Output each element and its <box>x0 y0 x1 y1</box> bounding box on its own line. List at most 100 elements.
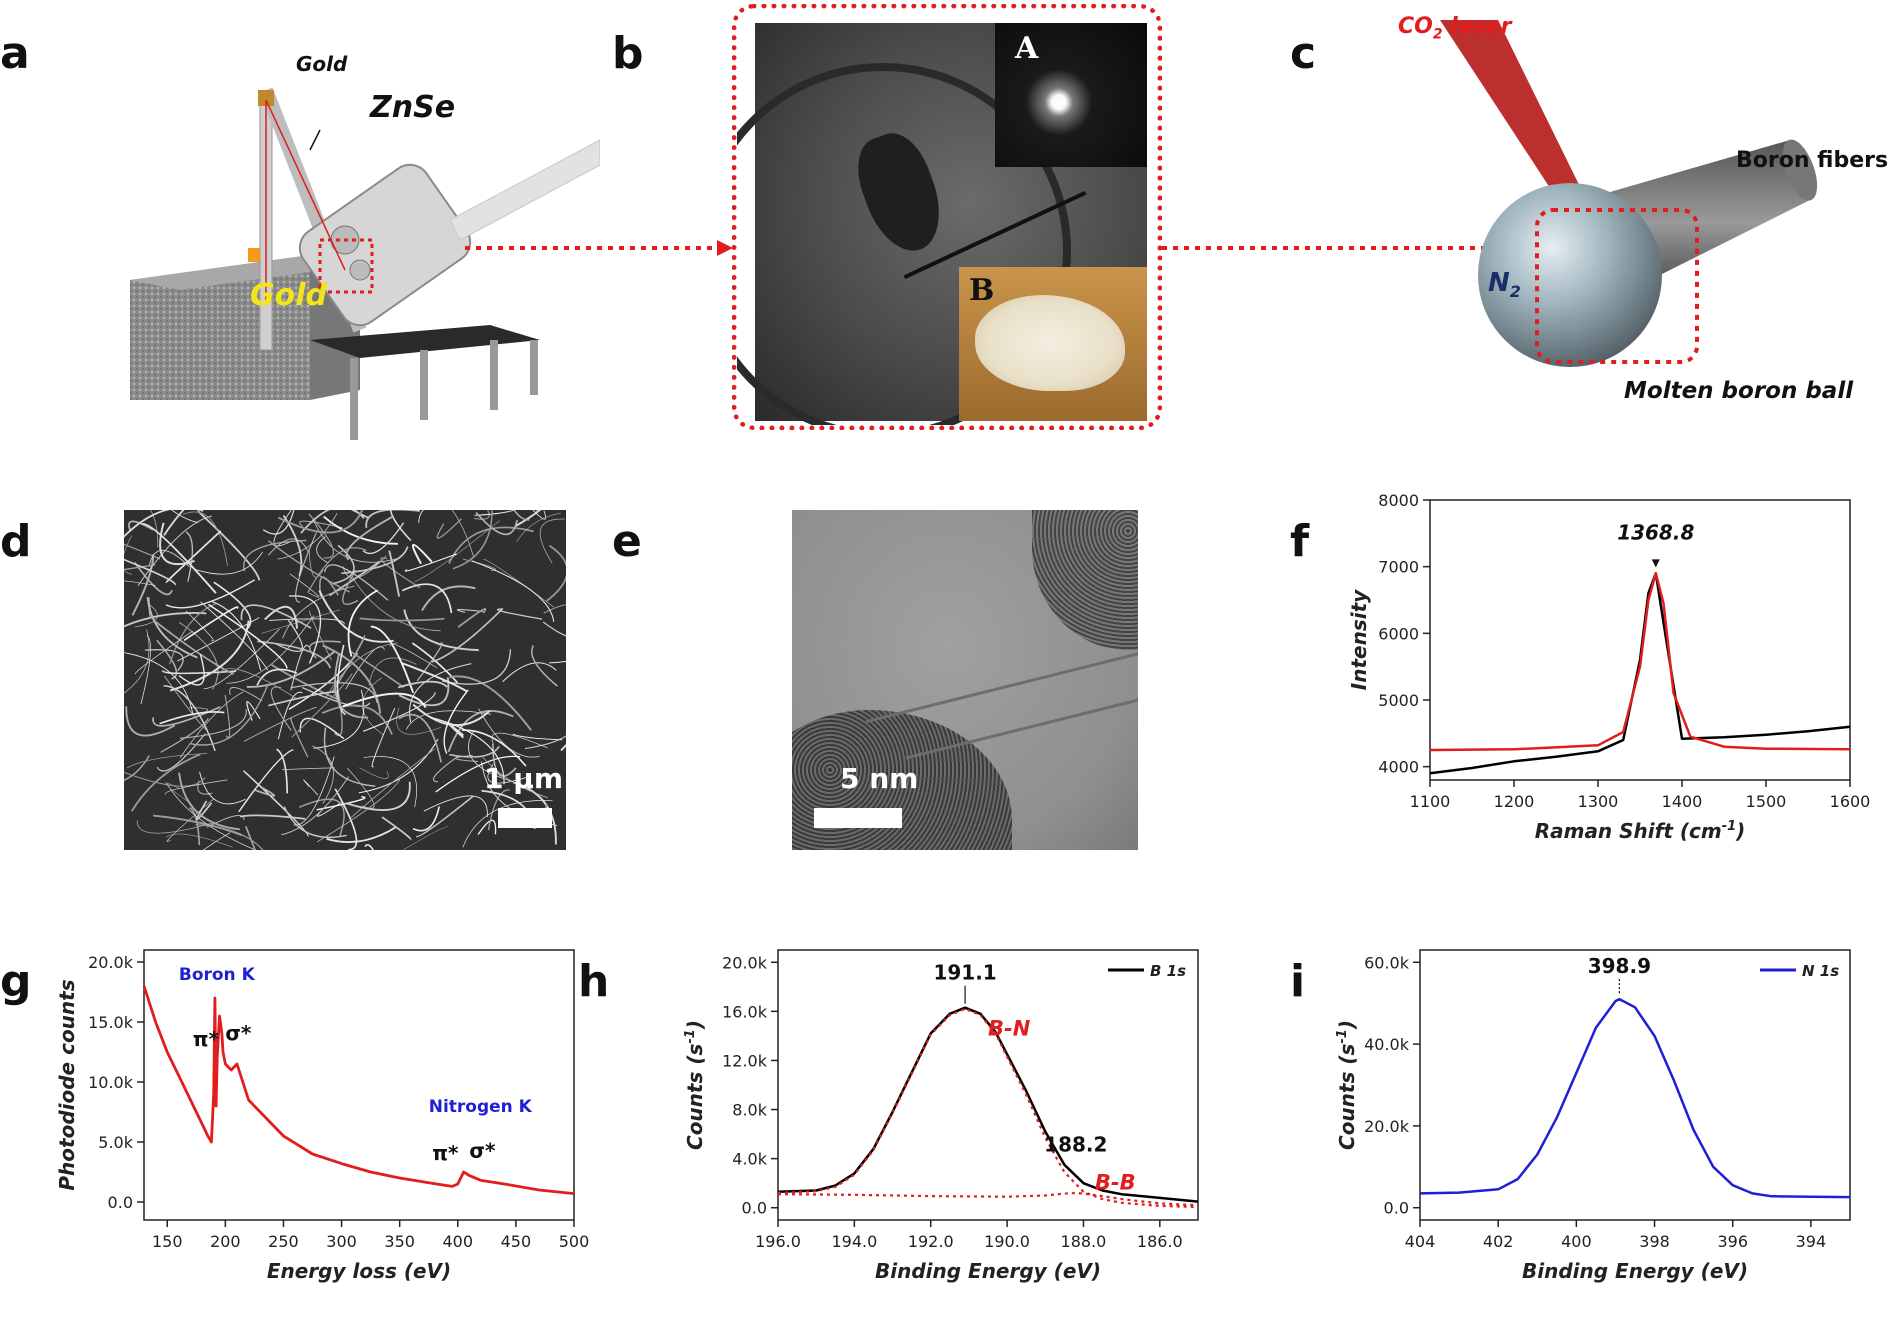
y-tick-label: 4000 <box>1378 758 1419 777</box>
panel-label-c: c <box>1290 28 1317 79</box>
tem-scale-bar <box>814 808 902 828</box>
inset-a-glow-photo <box>995 23 1147 167</box>
x-axis-title: Energy loss (eV) <box>267 1259 451 1283</box>
y-axis-title: Counts (s-1) <box>683 1020 707 1150</box>
panel-label-d: d <box>0 516 32 567</box>
y-tick-label: 16.0k <box>722 1002 768 1021</box>
x-axis-title: Raman Shift (cm-1) <box>1535 819 1746 843</box>
boron-fibers-label: Boron fibers <box>1736 148 1889 173</box>
x-tick-label: 350 <box>384 1232 415 1251</box>
panel-label-g: g <box>0 956 32 1007</box>
x-tick-label: 1500 <box>1746 792 1787 811</box>
peak-arrow <box>1651 559 1660 568</box>
boron-k-label: Boron K <box>179 965 256 985</box>
xps-n1s-chart: 404 402 400 398 396 394 0.0 20.0k 40.0k 60.0k Bind… <box>1335 949 1851 1283</box>
legend-label: N 1s <box>1802 962 1839 980</box>
sigma-star-label-nitrogen: σ* <box>469 1139 496 1163</box>
y-tick-label: 10.0k <box>88 1073 134 1092</box>
sigma-star-label-boron: σ* <box>225 1021 252 1045</box>
xps-b1s-chart: 196.0 194.0 192.0 190.0 188.0 186.0 0.0 4.0k 8.0… <box>683 949 1199 1283</box>
gold-top-label: Gold <box>296 52 348 76</box>
peak-bb-value: 188.2 <box>1044 1132 1107 1156</box>
y-axis-title: Counts (s-1) <box>1335 1020 1359 1150</box>
inset-b-label: B <box>969 273 995 308</box>
vacuum-chamber <box>298 163 472 327</box>
sem-image: 1 µm <box>124 510 566 850</box>
x-tick-label: 404 <box>1405 1232 1436 1251</box>
x-tick-label: 196.0 <box>755 1232 801 1251</box>
y-tick-label: 5000 <box>1378 691 1419 710</box>
laser-schematic <box>1440 20 1818 367</box>
nitrogen-k-label: Nitrogen K <box>429 1097 533 1117</box>
x-tick-label: 500 <box>559 1232 590 1251</box>
sem-scale-label: 1 µm <box>484 762 564 795</box>
y-tick-label: 20.0k <box>722 953 768 972</box>
tem-scale-label: 5 nm <box>840 762 919 795</box>
apparatus-illustration <box>130 87 600 440</box>
peak-bb-bond: B-B <box>1095 1170 1136 1194</box>
eels-chart: 150 200 250 300 350 400 450 500 0.0 5.0k 10.0k 15.0… <box>55 949 590 1283</box>
sem-scale-bar <box>498 808 552 828</box>
x-tick-label: 400 <box>1561 1232 1592 1251</box>
x-tick-label: 1400 <box>1662 792 1703 811</box>
x-tick-label: 1600 <box>1830 792 1871 811</box>
y-tick-label: 5.0k <box>98 1133 133 1152</box>
x-tick-label: 400 <box>443 1232 474 1251</box>
x-tick-label: 1300 <box>1578 792 1619 811</box>
x-tick-label: 394 <box>1796 1232 1827 1251</box>
y-tick-label: 40.0k <box>1364 1035 1410 1054</box>
x-tick-label: 190.0 <box>984 1232 1030 1251</box>
plot-frame <box>1429 499 1851 781</box>
co2-laser-label: CO2 laser <box>1398 14 1512 43</box>
x-tick-label: 186.0 <box>1137 1232 1183 1251</box>
panel-label-f: f <box>1290 516 1310 567</box>
y-tick-label: 0.0 <box>742 1199 767 1218</box>
panel-label-e: e <box>612 516 642 567</box>
x-tick-label: 1200 <box>1494 792 1535 811</box>
peak-n1s-value: 398.9 <box>1588 954 1651 978</box>
series-line <box>1429 572 1851 775</box>
panel-label-b: b <box>612 28 644 79</box>
molten-boron-ball <box>1478 183 1662 367</box>
series-line <box>777 1191 1199 1207</box>
y-axis-title: Intensity <box>1347 589 1371 690</box>
legend-label: B 1s <box>1150 962 1186 980</box>
y-tick-label: 8000 <box>1378 491 1419 510</box>
inset-a-label: A <box>1015 31 1039 66</box>
series-line <box>777 1007 1199 1209</box>
tem-image: 5 nm <box>792 510 1138 850</box>
x-tick-label: 250 <box>268 1232 299 1251</box>
x-tick-label: 450 <box>501 1232 532 1251</box>
chamber-photo-frame: A B <box>732 4 1162 430</box>
y-tick-label: 20.0k <box>1364 1117 1410 1136</box>
y-tick-label: 8.0k <box>732 1101 767 1120</box>
y-tick-label: 6000 <box>1378 624 1419 643</box>
x-axis-title: Binding Energy (eV) <box>1522 1259 1748 1283</box>
peak-bn-bond: B-N <box>988 1017 1031 1041</box>
panel-label-h: h <box>578 956 610 1007</box>
znse-label: ZnSe <box>370 90 456 125</box>
y-tick-label: 0.0 <box>1384 1199 1409 1218</box>
series-line <box>1419 997 1851 1199</box>
series-line <box>142 985 575 1195</box>
panel-label-i: i <box>1290 956 1306 1007</box>
y-axis-title: Photodiode counts <box>55 979 79 1190</box>
x-tick-label: 398 <box>1639 1232 1670 1251</box>
x-tick-label: 194.0 <box>831 1232 877 1251</box>
n2-label: N2 <box>1488 268 1521 302</box>
x-tick-label: 200 <box>210 1232 241 1251</box>
panel-label-a: a <box>0 28 30 79</box>
y-tick-label: 4.0k <box>732 1150 767 1169</box>
peak-bn-value: 191.1 <box>933 961 996 985</box>
plot-frame <box>777 949 1199 1221</box>
x-tick-label: 396 <box>1717 1232 1748 1251</box>
y-tick-label: 15.0k <box>88 1013 134 1032</box>
molten-ball-label: Molten boron ball <box>1624 378 1854 404</box>
y-tick-label: 7000 <box>1378 558 1419 577</box>
table <box>310 325 540 358</box>
y-tick-label: 60.0k <box>1364 953 1410 972</box>
x-tick-label: 188.0 <box>1061 1232 1107 1251</box>
y-tick-label: 20.0k <box>88 953 134 972</box>
inset-b-cotton-photo <box>959 267 1147 421</box>
plot-frame <box>143 949 575 1221</box>
